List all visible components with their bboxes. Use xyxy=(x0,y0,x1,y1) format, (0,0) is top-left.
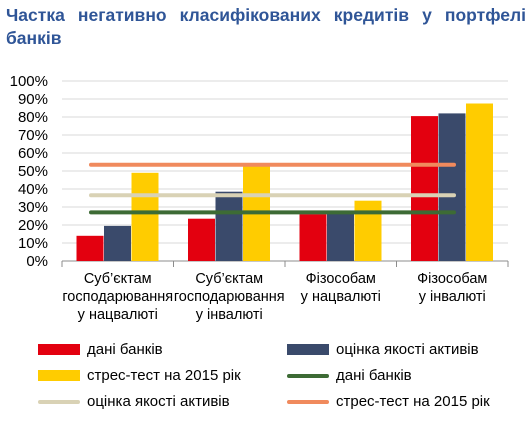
bar xyxy=(299,214,327,261)
bar xyxy=(438,113,466,262)
y-tick-label: 10% xyxy=(18,235,48,252)
y-tick-label: 70% xyxy=(18,127,48,144)
x-tick-label: Фізособам xyxy=(306,271,376,287)
y-tick-label: 40% xyxy=(18,181,48,198)
bar xyxy=(215,191,243,261)
y-tick-label: 50% xyxy=(18,163,48,180)
x-tick-label: господарювання xyxy=(62,289,173,305)
bar xyxy=(327,212,354,261)
bar xyxy=(104,225,131,261)
bar xyxy=(354,200,382,261)
x-tick-label: у інвалюті xyxy=(196,307,263,323)
bar xyxy=(411,116,438,261)
x-tick-label: господарювання xyxy=(174,289,285,305)
bar xyxy=(131,172,159,261)
y-tick-label: 80% xyxy=(18,109,48,126)
y-tick-label: 30% xyxy=(18,199,48,216)
x-tick-label: у нацвалюті xyxy=(301,289,381,305)
chart-title: Частка негативно класифікованих кредитів… xyxy=(6,5,526,48)
y-tick-label: 90% xyxy=(18,91,48,108)
y-tick-label: 100% xyxy=(10,73,48,90)
y-tick-label: 0% xyxy=(26,253,48,270)
x-tick-label: Суб’єктам xyxy=(195,271,263,287)
x-tick-label: Фізособам xyxy=(417,271,487,287)
bar xyxy=(188,218,215,261)
x-tick-label: Суб’єктам xyxy=(84,271,152,287)
y-tick-label: 20% xyxy=(18,217,48,234)
y-tick-label: 60% xyxy=(18,145,48,162)
x-tick-label: у інвалюті xyxy=(419,289,486,305)
bar xyxy=(466,103,493,261)
bar xyxy=(76,235,104,261)
x-tick-label: у нацвалюті xyxy=(78,307,158,323)
